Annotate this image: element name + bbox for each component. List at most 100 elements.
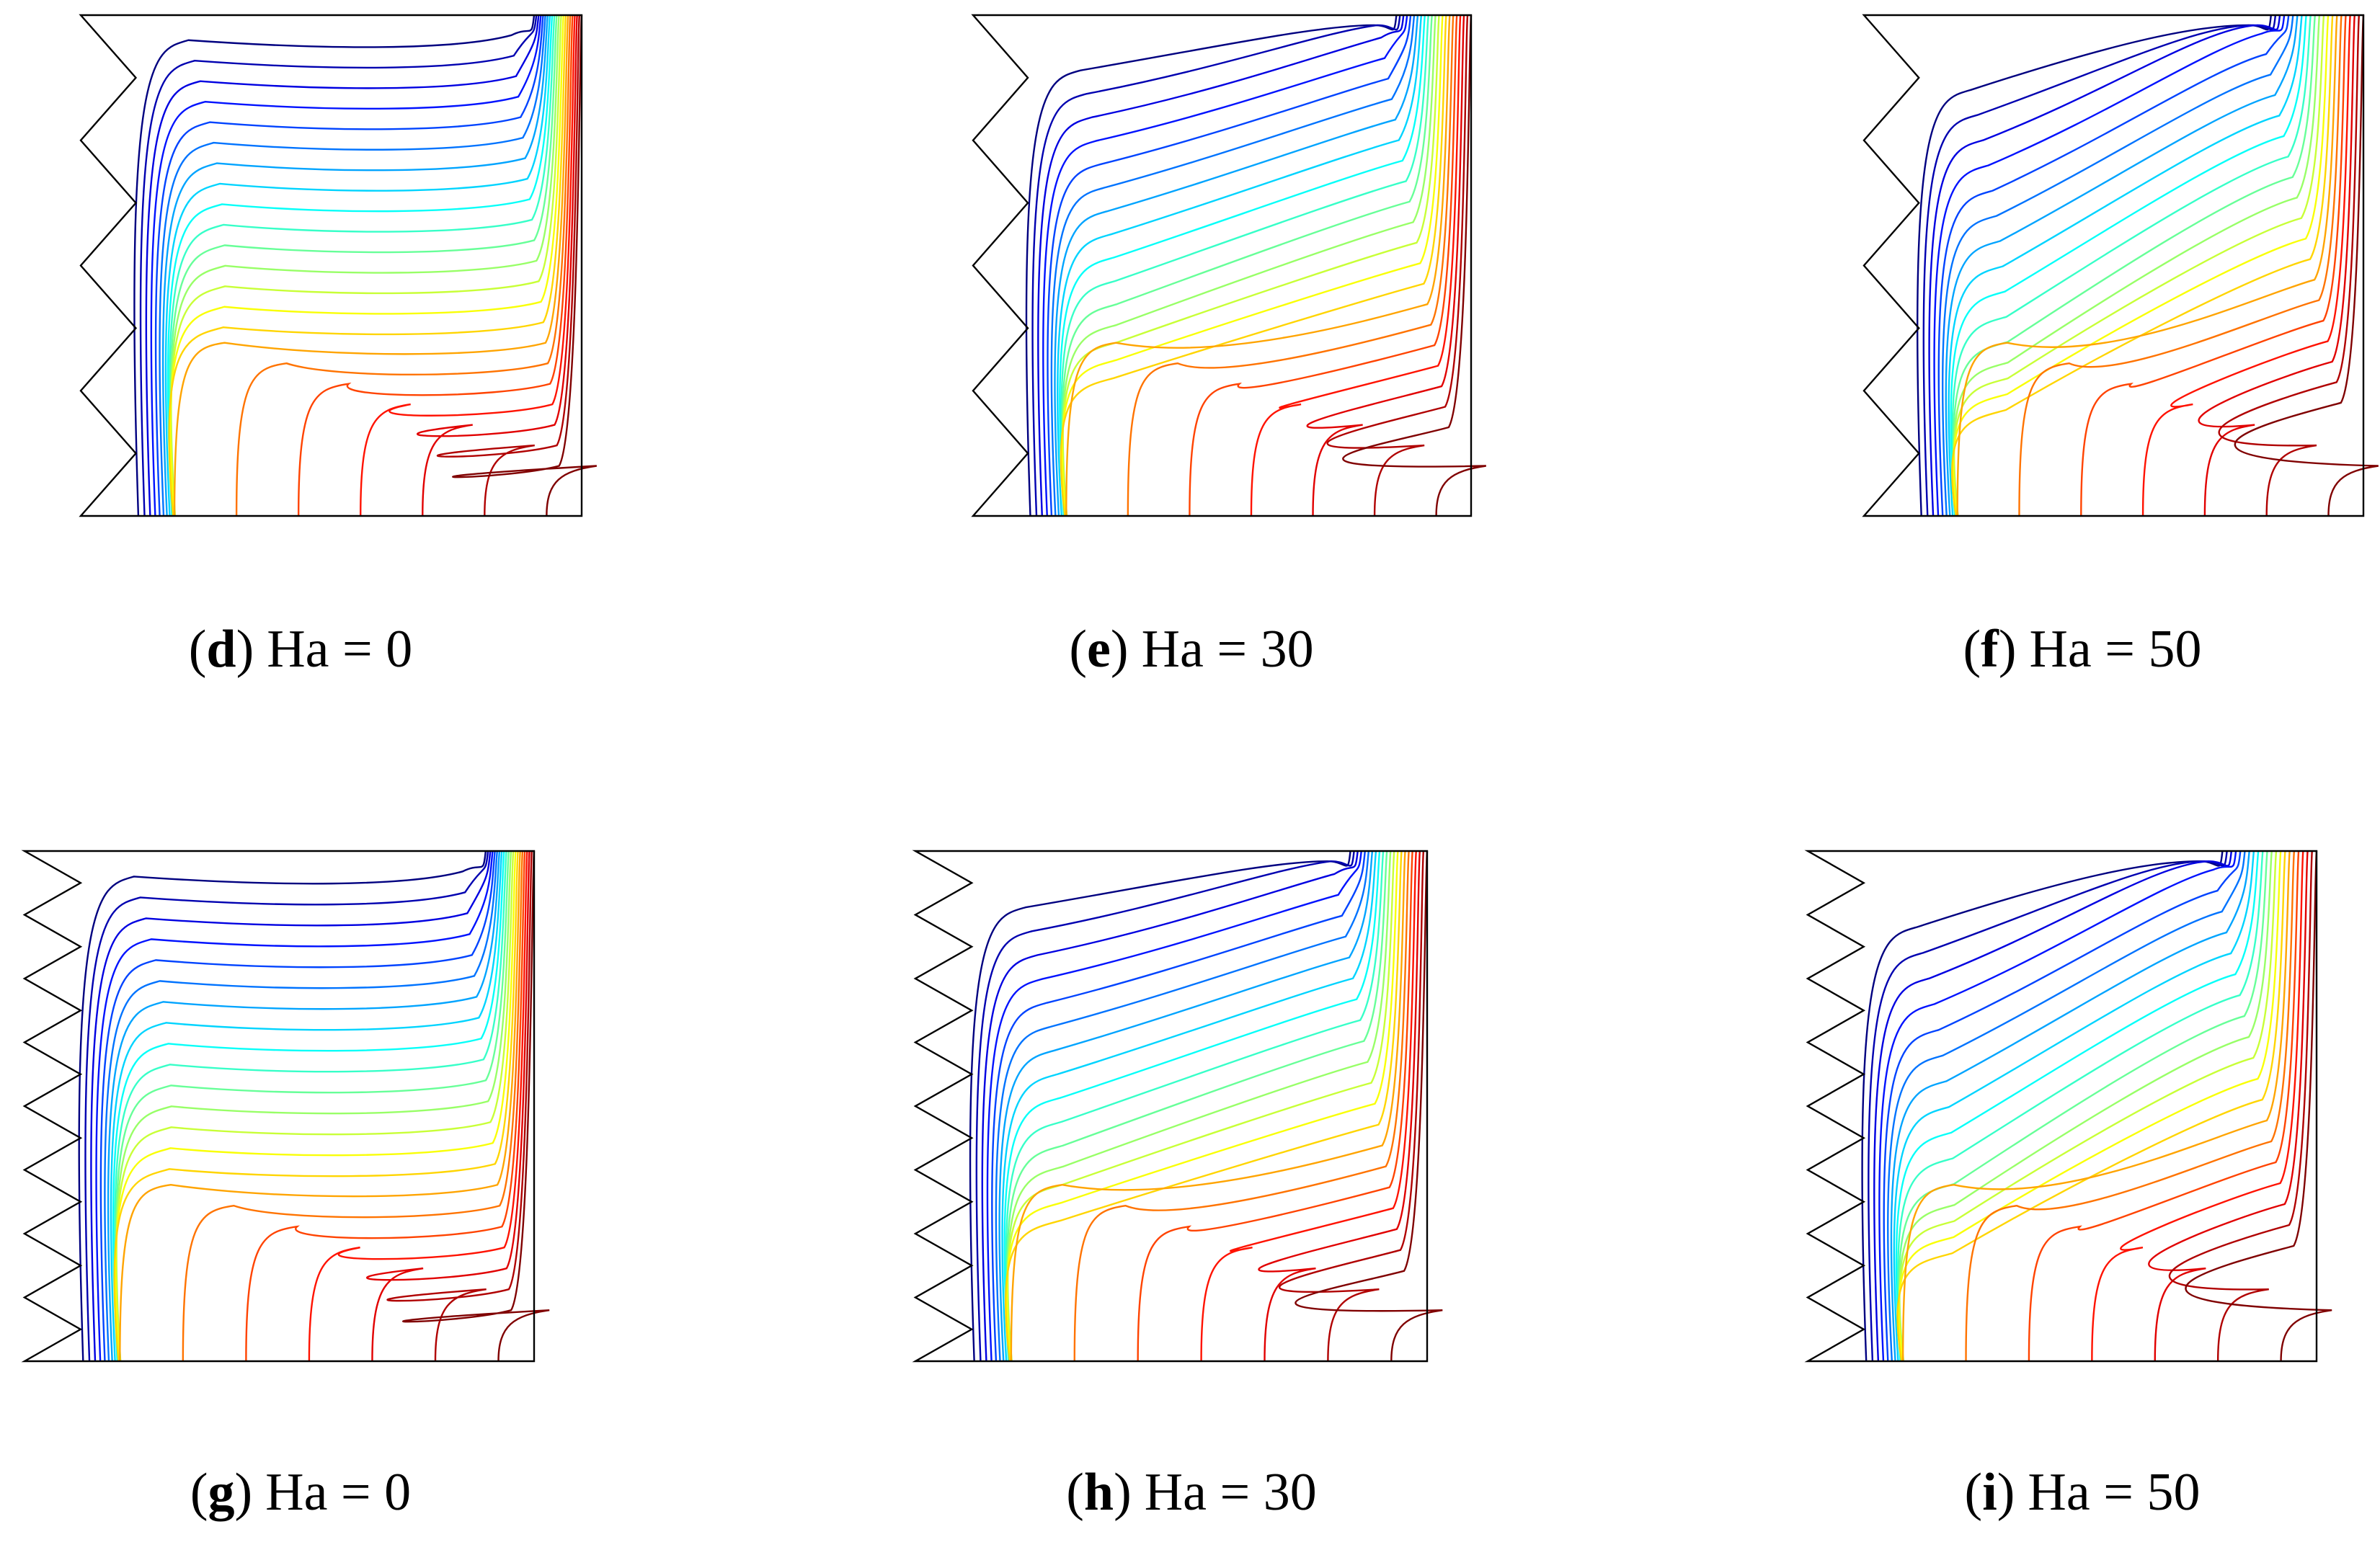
isotherm bbox=[133, 14, 536, 517]
contour-panel bbox=[912, 850, 1443, 1363]
panel-tag: d bbox=[206, 620, 236, 679]
isotherm bbox=[1057, 14, 1423, 517]
isotherm bbox=[1953, 14, 2321, 517]
isotherm bbox=[115, 850, 510, 1362]
isotherm bbox=[113, 850, 519, 1362]
isotherm bbox=[2168, 850, 2313, 1362]
isotherm bbox=[2218, 14, 2361, 517]
isotherm bbox=[360, 14, 576, 517]
isotherm bbox=[1031, 14, 1401, 517]
isotherm bbox=[452, 14, 598, 517]
isotherm bbox=[981, 850, 1359, 1362]
contour-panel bbox=[1804, 850, 2332, 1363]
bracket: ( bbox=[190, 1463, 208, 1522]
isotherm bbox=[1006, 850, 1388, 1362]
isotherm bbox=[1054, 14, 1419, 517]
panel-tag: g bbox=[208, 1463, 234, 1522]
enclosure bbox=[971, 14, 1473, 517]
isotherm bbox=[1953, 14, 2325, 517]
bracket: ) bbox=[1999, 620, 2017, 679]
isotherm bbox=[170, 14, 560, 517]
panel-caption: (i) Ha = 50 bbox=[1965, 1463, 2201, 1522]
isotherm bbox=[1065, 14, 1451, 517]
isotherm bbox=[297, 14, 574, 517]
isotherm bbox=[1006, 850, 1395, 1362]
isotherm bbox=[1897, 850, 2264, 1362]
isotherm bbox=[119, 850, 522, 1362]
isotherm bbox=[161, 14, 549, 517]
isotherm bbox=[115, 850, 517, 1362]
isotherm bbox=[1060, 14, 1429, 517]
isotherm bbox=[1061, 14, 1433, 517]
panel-tag: f bbox=[1981, 620, 1999, 679]
isotherm bbox=[2141, 14, 2351, 517]
isotherm bbox=[1137, 850, 1413, 1362]
isotherm bbox=[2148, 850, 2309, 1362]
bracket: ) bbox=[1114, 1463, 1132, 1522]
isotherm bbox=[1047, 14, 1412, 517]
isotherm bbox=[169, 14, 558, 517]
isotherm bbox=[1250, 14, 1462, 517]
enclosure bbox=[21, 850, 536, 1363]
contour-panel bbox=[971, 14, 1486, 517]
isotherm bbox=[1873, 850, 2233, 1362]
isotherm bbox=[1003, 850, 1381, 1362]
isotherm bbox=[1933, 14, 2286, 517]
isotherm bbox=[78, 850, 487, 1362]
isotherm bbox=[1942, 14, 2294, 517]
panel-tag: i bbox=[1982, 1463, 1997, 1522]
isotherm bbox=[1948, 14, 2303, 517]
enclosure bbox=[912, 850, 1429, 1363]
isotherm bbox=[1005, 850, 1385, 1362]
isotherm bbox=[182, 850, 524, 1362]
isotherm bbox=[1062, 14, 1437, 517]
contour-panel bbox=[21, 850, 550, 1363]
isotherm bbox=[1306, 14, 1465, 517]
isotherm bbox=[95, 850, 494, 1362]
panel-caption: (g) Ha = 0 bbox=[190, 1463, 411, 1522]
isotherm bbox=[1200, 850, 1417, 1362]
isotherm bbox=[1951, 14, 2334, 517]
bracket: ( bbox=[1963, 620, 1981, 679]
caption-text: Ha = 50 bbox=[2029, 620, 2201, 679]
isotherm bbox=[1896, 850, 2286, 1362]
isotherm bbox=[245, 850, 526, 1362]
isotherm bbox=[2018, 14, 2343, 517]
isotherm bbox=[1928, 14, 2281, 517]
isotherm bbox=[1937, 14, 2290, 517]
bracket: ) bbox=[1997, 1463, 2015, 1522]
isotherm bbox=[1945, 14, 2299, 517]
caption-text: Ha = 50 bbox=[2028, 1463, 2200, 1522]
isotherm bbox=[99, 850, 496, 1362]
isotherm bbox=[402, 850, 550, 1362]
isotherm bbox=[1898, 850, 2268, 1362]
enclosure bbox=[1804, 850, 2318, 1363]
isotherm bbox=[154, 14, 544, 517]
isotherm bbox=[112, 850, 505, 1362]
isotherm bbox=[1010, 850, 1406, 1362]
isotherm bbox=[1922, 14, 2277, 517]
isotherm bbox=[1883, 850, 2242, 1362]
contour-panel bbox=[1862, 14, 2379, 517]
isotherm bbox=[107, 850, 501, 1362]
caption-text: Ha = 30 bbox=[1142, 620, 1314, 679]
isotherm bbox=[84, 850, 489, 1362]
isotherm bbox=[1952, 14, 2330, 517]
isotherm bbox=[991, 850, 1366, 1362]
isotherm bbox=[1965, 850, 2296, 1362]
isotherm bbox=[1073, 850, 1410, 1362]
isotherm bbox=[1898, 850, 2282, 1362]
isotherm bbox=[1890, 850, 2250, 1362]
isotherm bbox=[417, 14, 578, 517]
isotherm bbox=[169, 14, 565, 517]
isotherm bbox=[1901, 850, 2291, 1362]
isotherm bbox=[1189, 14, 1458, 517]
isotherm bbox=[1127, 14, 1455, 517]
isotherm bbox=[1868, 850, 2228, 1362]
bracket: ) bbox=[1111, 620, 1129, 679]
isotherm bbox=[139, 14, 538, 517]
isotherm bbox=[1899, 850, 2273, 1362]
bracket: ( bbox=[1069, 620, 1087, 679]
bracket: ( bbox=[189, 620, 207, 679]
isotherm bbox=[1326, 14, 1469, 517]
